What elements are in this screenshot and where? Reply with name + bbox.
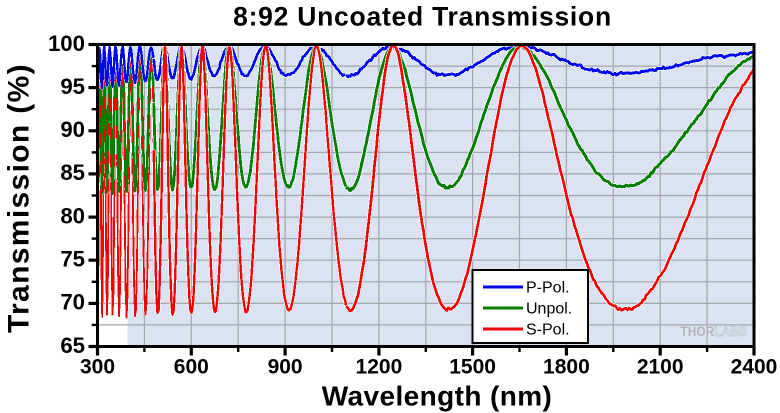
svg-text:THORLABS: THORLABS (681, 323, 747, 339)
svg-text:1800: 1800 (543, 356, 590, 379)
svg-text:Unpol.: Unpol. (526, 301, 572, 318)
svg-text:Transmission (%): Transmission (%) (3, 63, 36, 333)
svg-text:900: 900 (268, 356, 303, 379)
svg-text:600: 600 (174, 356, 209, 379)
svg-text:P-Pol.: P-Pol. (526, 280, 570, 297)
svg-text:S-Pol.: S-Pol. (526, 322, 570, 339)
svg-text:95: 95 (60, 74, 85, 99)
svg-text:Wavelength (nm): Wavelength (nm) (322, 381, 553, 412)
svg-text:75: 75 (60, 247, 85, 272)
svg-text:1200: 1200 (356, 356, 403, 379)
svg-text:85: 85 (60, 160, 85, 185)
svg-text:300: 300 (80, 356, 115, 379)
svg-text:65: 65 (60, 333, 85, 358)
svg-text:1500: 1500 (449, 356, 496, 379)
svg-text:100: 100 (48, 31, 85, 56)
svg-text:70: 70 (60, 290, 85, 315)
svg-text:80: 80 (60, 203, 85, 228)
svg-text:2100: 2100 (637, 356, 684, 379)
svg-text:8:92 Uncoated Transmission: 8:92 Uncoated Transmission (233, 2, 612, 32)
svg-text:2400: 2400 (731, 356, 778, 379)
svg-text:90: 90 (60, 117, 85, 142)
